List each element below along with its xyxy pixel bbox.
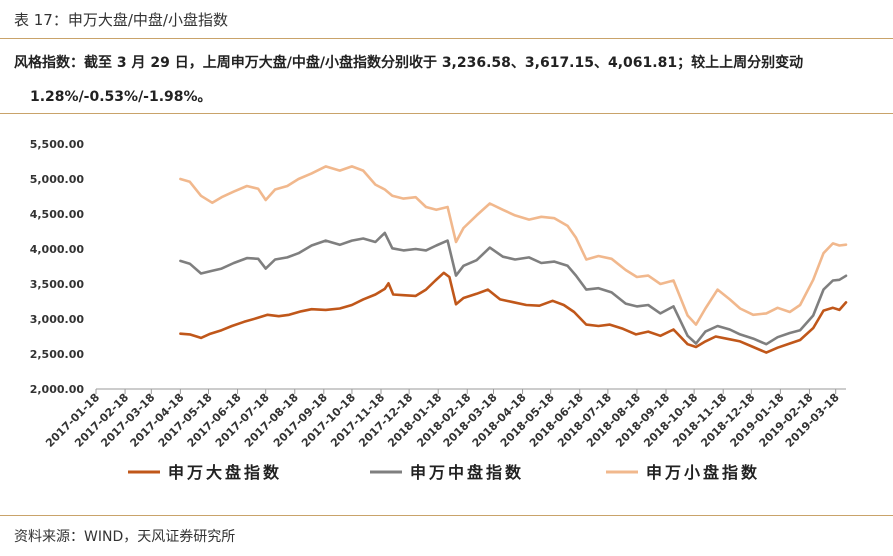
source-note: 资料来源：WIND，天风证券研究所 xyxy=(14,529,236,545)
legend: 申万大盘指数 申万中盘指数 申万小盘指数 xyxy=(128,463,760,482)
series-layer xyxy=(179,165,848,354)
legend-label-mid: 申万中盘指数 xyxy=(410,463,524,482)
y-tick-label: 4,500.00 xyxy=(30,208,85,221)
y-tick-label: 5,000.00 xyxy=(30,173,85,186)
legend-label-large: 申万大盘指数 xyxy=(168,463,282,482)
series-line-small xyxy=(179,165,848,326)
top-rule xyxy=(0,38,893,39)
y-tick-label: 4,000.00 xyxy=(30,243,85,256)
series-line-large xyxy=(179,271,848,354)
y-tick-label: 5,500.00 xyxy=(30,138,85,151)
legend-label-small: 申万小盘指数 xyxy=(646,463,760,482)
index-line-chart: 2,000.00 2,500.00 3,000.00 3,500.00 4,000.00… xyxy=(30,138,848,482)
summary-line-1: 风格指数：截至 3 月 29 日，上周申万大盘/中盘/小盘指数分别收于 3,23… xyxy=(14,55,804,71)
y-tick-label: 2,000.00 xyxy=(30,383,85,396)
bottom-rule xyxy=(0,515,893,516)
y-axis: 2,000.00 2,500.00 3,000.00 3,500.00 4,000.00… xyxy=(30,138,85,396)
y-tick-label: 3,000.00 xyxy=(30,313,85,326)
summary-rule xyxy=(0,113,893,114)
summary-text: 风格指数：截至 3 月 29 日，上周申万大盘/中盘/小盘指数分别收于 3,23… xyxy=(14,46,886,114)
y-tick-label: 2,500.00 xyxy=(30,348,85,361)
x-axis: 2017-01-182017-02-182017-03-182017-04-18… xyxy=(43,388,846,450)
series-line-mid xyxy=(179,231,848,346)
figure-caption: 表 17：申万大盘/中盘/小盘指数 xyxy=(14,11,228,29)
summary-line-2: 1.28%/-0.53%/-1.98%。 xyxy=(30,89,212,105)
y-tick-label: 3,500.00 xyxy=(30,278,85,291)
